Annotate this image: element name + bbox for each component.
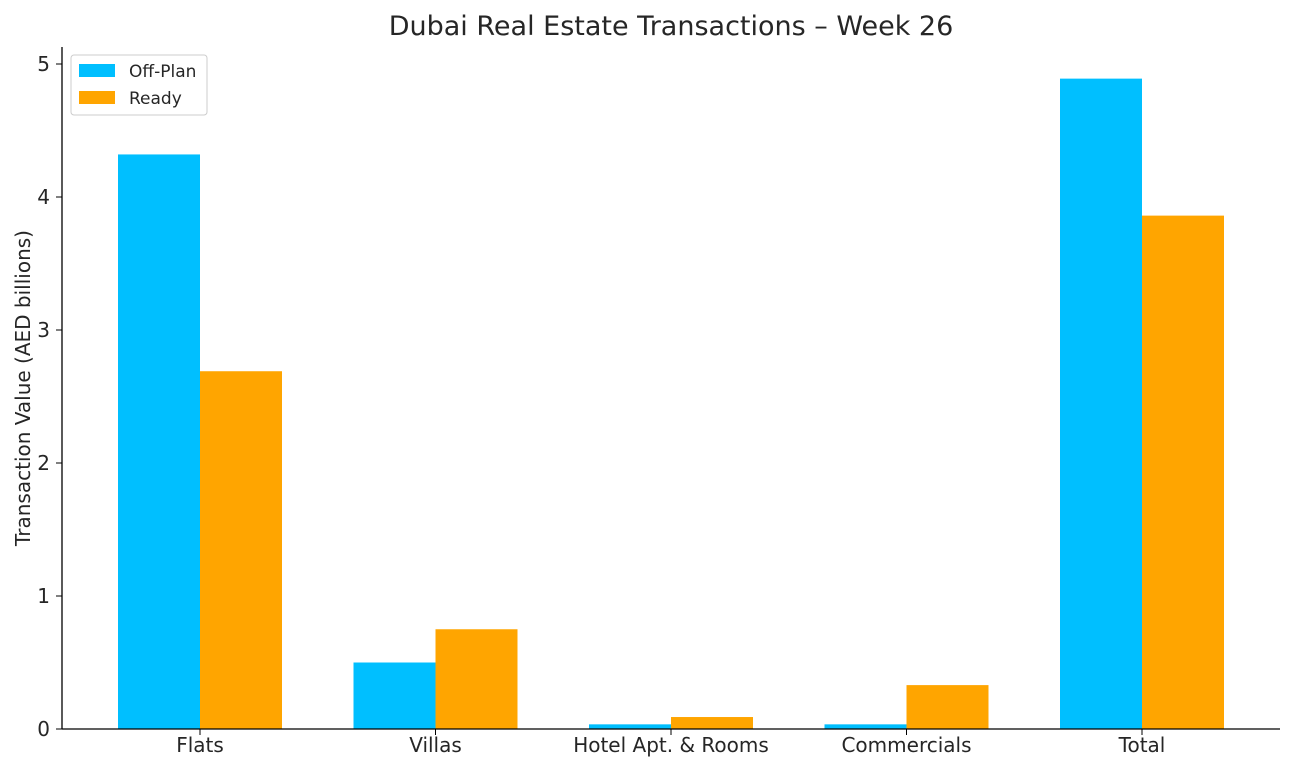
y-axis-label: Transaction Value (AED billions) bbox=[11, 230, 35, 547]
x-tick-label: Commercials bbox=[841, 733, 971, 757]
x-tick-label: Total bbox=[1118, 733, 1166, 757]
bar-off-plan-0 bbox=[118, 154, 200, 729]
legend-swatch-ready bbox=[79, 91, 115, 104]
bar-off-plan-3 bbox=[824, 724, 907, 729]
x-tick-label: Flats bbox=[176, 733, 224, 757]
x-tick-label: Villas bbox=[409, 733, 462, 757]
y-tick-label: 0 bbox=[37, 717, 50, 741]
y-tick-label: 4 bbox=[37, 185, 50, 209]
legend-swatch-off-plan bbox=[79, 64, 115, 77]
legend-label-off-plan: Off-Plan bbox=[129, 62, 196, 82]
y-tick-label: 5 bbox=[37, 52, 50, 76]
y-tick-label: 1 bbox=[37, 584, 50, 608]
chart-title: Dubai Real Estate Transactions – Week 26 bbox=[389, 11, 954, 42]
bar-off-plan-1 bbox=[353, 662, 436, 729]
bar-ready-3 bbox=[906, 685, 989, 729]
y-tick-label: 3 bbox=[37, 318, 50, 342]
x-tick-label: Hotel Apt. & Rooms bbox=[573, 733, 769, 757]
bar-ready-1 bbox=[435, 629, 518, 729]
legend-label-ready: Ready bbox=[129, 89, 182, 109]
bar-ready-0 bbox=[200, 371, 282, 729]
bar-ready-4 bbox=[1142, 215, 1224, 729]
bar-ready-2 bbox=[671, 717, 753, 729]
legend: Off-Plan Ready bbox=[70, 54, 208, 116]
bar-off-plan-2 bbox=[589, 724, 671, 729]
bar-off-plan-4 bbox=[1060, 78, 1142, 729]
y-tick-label: 2 bbox=[37, 451, 50, 475]
